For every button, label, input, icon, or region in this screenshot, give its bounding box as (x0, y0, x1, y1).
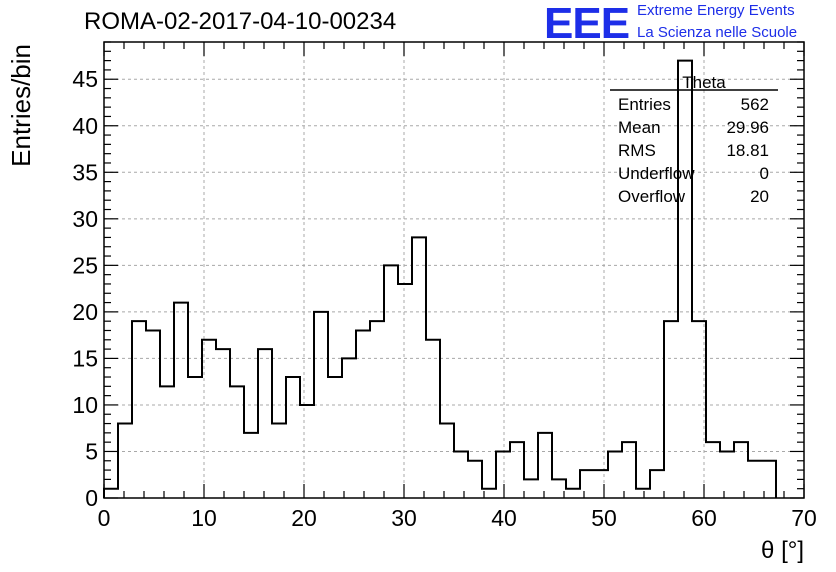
histogram-bin (328, 377, 342, 498)
histogram-bin (426, 340, 440, 498)
histogram-bin (440, 424, 454, 498)
histogram-bin (636, 489, 650, 498)
histogram-bin (594, 470, 608, 498)
histogram-bin (510, 442, 524, 498)
histogram-bin (720, 451, 734, 498)
y-tick-label: 20 (72, 299, 98, 325)
histogram-bin (468, 461, 482, 498)
eee-logo: EEE (544, 0, 630, 48)
y-tick-label: 25 (72, 252, 98, 278)
histogram-bin (342, 358, 356, 498)
histogram-bin (258, 349, 272, 498)
x-tick-label: 70 (791, 505, 817, 531)
histogram-bin (748, 461, 762, 498)
histogram-bin (580, 470, 594, 498)
stats-title: Theta (682, 73, 726, 92)
run-title: ROMA-02-2017-04-10-00234 (84, 8, 397, 35)
x-tick-label: 20 (291, 505, 317, 531)
y-tick-label: 40 (72, 113, 98, 139)
histogram-bin (734, 442, 748, 498)
stats-value: 20 (750, 187, 769, 206)
stats-label: Entries (618, 95, 671, 114)
histogram-bin (524, 479, 538, 498)
x-axis-title: θ [°] (761, 537, 804, 564)
logo-tagline-1: Extreme Energy Events (637, 2, 795, 19)
x-tick-label: 30 (391, 505, 417, 531)
plot-frame (103, 41, 805, 499)
histogram-bin (566, 489, 580, 498)
histogram-bin (650, 470, 664, 498)
histogram-bin (132, 321, 146, 498)
histogram-bin (356, 330, 370, 498)
histogram-bin (174, 303, 188, 498)
histogram-outline (103, 59, 777, 498)
stats-label: Underflow (618, 164, 695, 183)
histogram-bin (104, 489, 118, 498)
histogram-bin (706, 442, 720, 498)
histogram-layer (103, 59, 777, 498)
logo-tagline-2: La Scienza nelle Scuole (637, 24, 798, 41)
y-tick-label: 30 (72, 206, 98, 232)
histogram-bin (286, 377, 300, 498)
stats-value: 29.96 (726, 118, 769, 137)
histogram-bin (244, 433, 258, 498)
stats-value: 18.81 (726, 141, 769, 160)
histogram-bin (188, 377, 202, 498)
histogram-bin (454, 451, 468, 498)
histogram-bin (622, 442, 636, 498)
stats-label: RMS (618, 141, 656, 160)
histogram-bin (146, 330, 160, 498)
y-tick-label: 35 (72, 159, 98, 185)
histogram-bin (216, 349, 230, 498)
y-tick-label: 45 (72, 66, 98, 92)
histogram-bin (538, 433, 552, 498)
y-tick-label: 5 (85, 438, 98, 464)
histogram-bin (496, 451, 510, 498)
x-tick-label: 40 (491, 505, 517, 531)
labels-layer: 0 10 20 30 40 50 60 70 0 5 10 15 20 25 30 35 40 45 θ [°] En… (6, 44, 817, 564)
histogram-bin (398, 284, 412, 498)
x-tick-label: 10 (191, 505, 217, 531)
y-tick-label: 10 (72, 392, 98, 418)
axes-layer (103, 41, 805, 499)
histogram-bin (664, 321, 678, 498)
x-tick-label: 0 (98, 505, 111, 531)
histogram-bin (118, 424, 132, 498)
histogram-bin (272, 424, 286, 498)
y-tick-label: 0 (85, 485, 98, 511)
y-axis-title: Entries/bin (6, 44, 36, 167)
stats-box: Theta Entries 562 Mean 29.96 RMS 18.81 Underflo… (610, 73, 778, 206)
stats-value: 0 (760, 164, 769, 183)
histogram-bin (412, 237, 426, 498)
histogram-bin (230, 386, 244, 498)
stats-label: Overflow (618, 187, 686, 206)
histogram-bin (608, 451, 622, 498)
stats-value: 562 (741, 95, 769, 114)
y-tick-label: 15 (72, 345, 98, 371)
histogram-bin (370, 321, 384, 498)
x-tick-label: 50 (591, 505, 617, 531)
x-tick-label: 60 (691, 505, 717, 531)
stats-label: Mean (618, 118, 661, 137)
histogram-bin (160, 386, 174, 498)
histogram-bin (384, 265, 398, 498)
